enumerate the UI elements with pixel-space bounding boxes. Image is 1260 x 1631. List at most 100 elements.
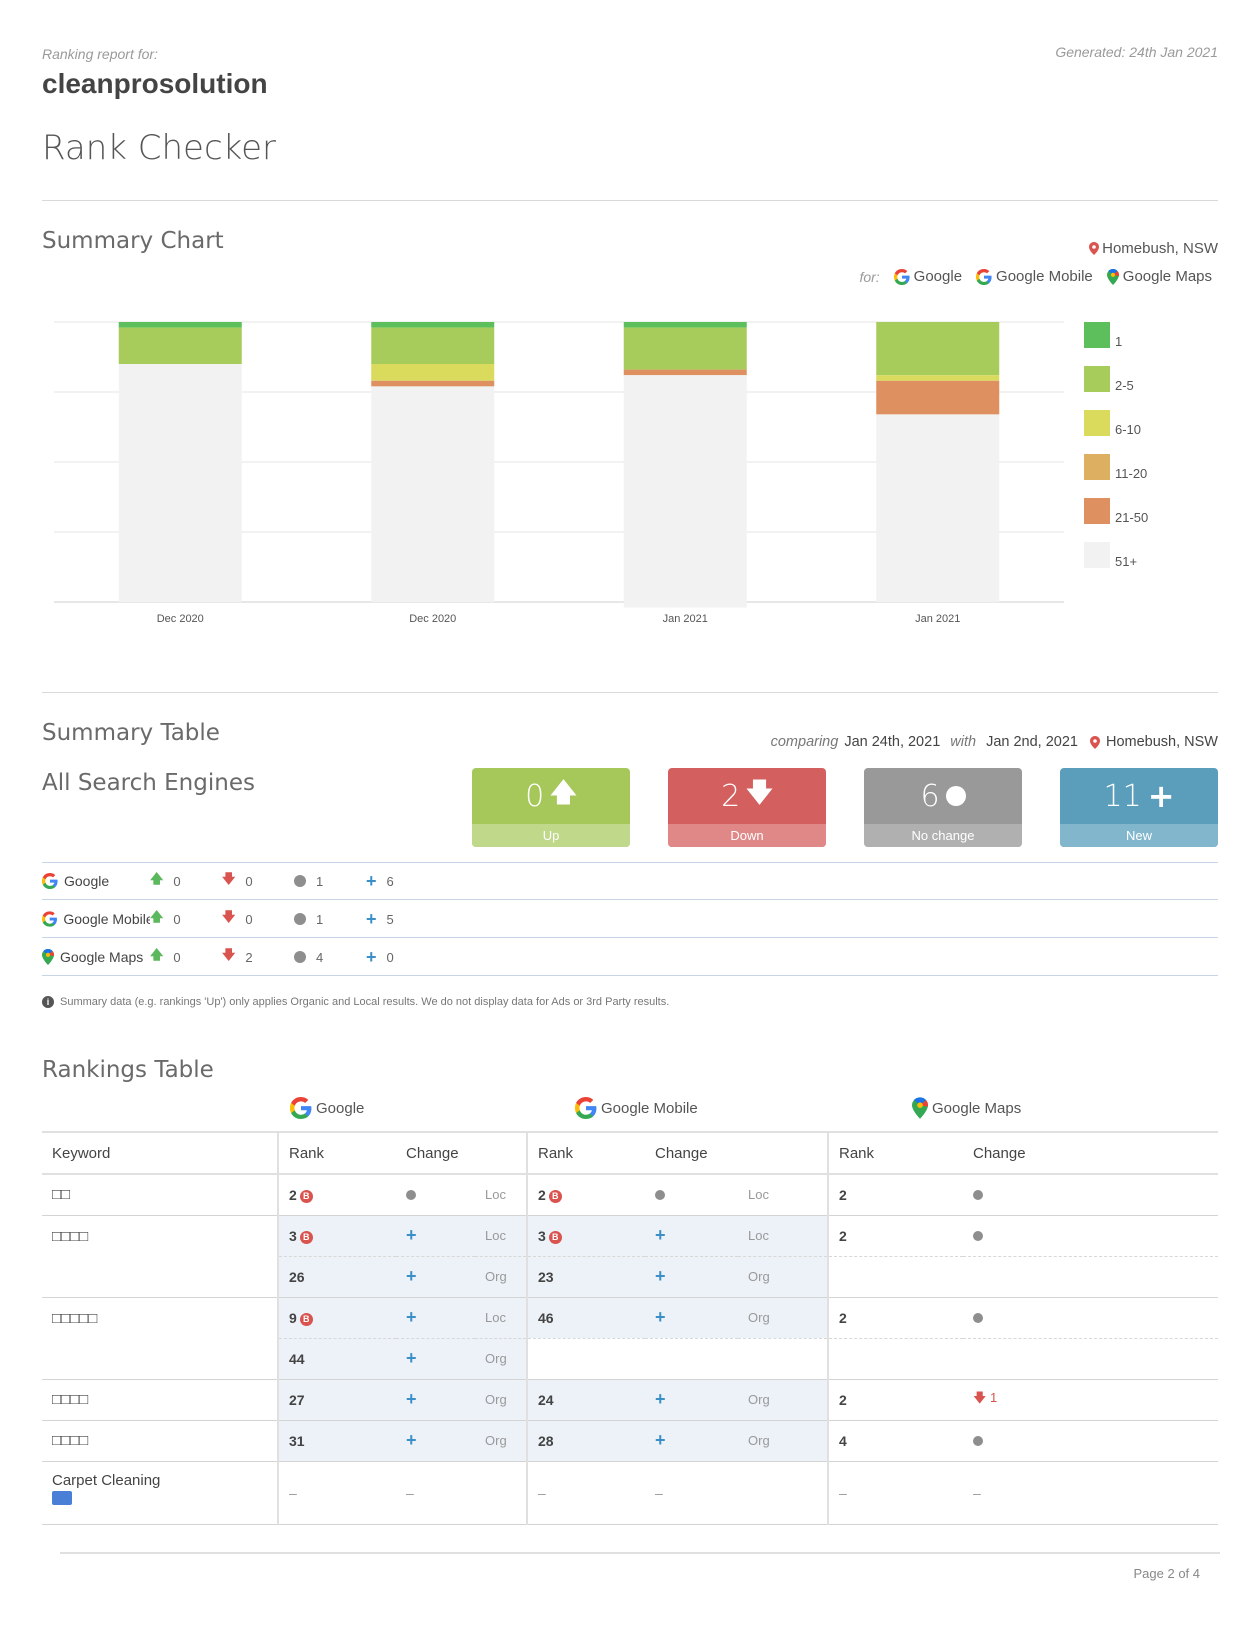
down-stat: 🡇 2 — [222, 946, 294, 968]
plus-icon: + — [1147, 777, 1175, 815]
new-count: 11 — [1103, 778, 1142, 814]
google-type — [475, 1461, 527, 1525]
mobile-change: + — [645, 1379, 738, 1421]
bar-segment-51+ — [623, 375, 747, 608]
plus-icon: + — [406, 1430, 417, 1450]
bar-segment-2-5 — [623, 327, 747, 370]
chart-location-text: Homebush, NSW — [1102, 240, 1218, 257]
mobile-type — [738, 1338, 828, 1380]
google-icon — [42, 873, 58, 889]
plus-icon: + — [406, 1225, 417, 1245]
bar-segment-1 — [623, 322, 747, 328]
google-change: + — [396, 1297, 475, 1339]
legend-swatch — [1084, 454, 1110, 480]
arrow-down-icon: 🡇 — [746, 778, 773, 808]
arrow-down-icon: 🡇 — [222, 909, 236, 924]
arrow-down-icon: 🡇 — [222, 871, 236, 886]
down-stat: 🡇 0 — [222, 870, 294, 892]
plus-icon: + — [406, 1266, 417, 1286]
generated-date: Generated: 24th Jan 2021 — [1055, 44, 1218, 60]
mobile-type: Org — [738, 1256, 828, 1298]
bar-segment-6-10 — [371, 364, 495, 381]
table-row: 44 + Org — [42, 1338, 1218, 1380]
no-change-icon — [973, 1189, 983, 1200]
bar-segment-21-50 — [623, 369, 747, 376]
plus-icon: + — [655, 1389, 666, 1409]
mobile-type — [738, 1461, 828, 1525]
mobile-rank: 46 — [526, 1297, 645, 1339]
rankings-table-title: Rankings Table — [42, 1057, 214, 1083]
maps-rank: 2 — [827, 1215, 963, 1257]
summary-chart-title: Summary Chart — [42, 228, 224, 254]
maps-change — [963, 1215, 1218, 1257]
date-to: Jan 2nd, 2021 — [986, 734, 1078, 750]
new-label: New — [1060, 824, 1218, 847]
maps-rank: 2 — [827, 1297, 963, 1339]
bar-segment-6-10 — [876, 375, 1000, 381]
bar-segment-51+ — [118, 364, 242, 602]
engine-name: Google Mobile — [42, 911, 150, 927]
for-label: for: — [859, 268, 880, 285]
mobile-change — [645, 1174, 738, 1216]
google-rank: – — [277, 1461, 396, 1525]
down-count: 2 — [721, 778, 741, 814]
plus-icon: + — [406, 1307, 417, 1327]
with-label: with — [950, 734, 977, 750]
keyword: Carpet Cleaning — [42, 1461, 278, 1525]
engine-google-maps: Google Maps — [1106, 268, 1212, 285]
google-change: + — [396, 1215, 475, 1257]
google-rank: 44 — [277, 1338, 396, 1380]
table-header-row: Keyword Rank Change Rank Change Rank Cha… — [42, 1131, 1218, 1175]
google-rank-header: Rank — [277, 1131, 396, 1175]
bar-segment-2-5 — [876, 322, 1000, 376]
b-badge-icon: B — [548, 1230, 562, 1244]
legend-label: 6-10 — [1115, 422, 1141, 437]
table-row: Carpet Cleaning – – – – – – — [42, 1461, 1218, 1525]
down-label: Down — [668, 824, 826, 847]
mobile-rank: 28 — [526, 1420, 645, 1462]
maps-rank — [827, 1338, 963, 1380]
new-stat: +6 — [366, 870, 394, 891]
google-type: Loc — [475, 1215, 527, 1257]
bar-segment-51+ — [876, 414, 1000, 602]
mobile-change: + — [645, 1297, 738, 1339]
up-stat: 🡅 0 — [150, 870, 222, 892]
plus-icon: + — [655, 1307, 666, 1327]
b-badge-icon: B — [548, 1189, 562, 1203]
keyword-header: Keyword — [42, 1131, 278, 1175]
rankings-engine-google: Google — [290, 1097, 364, 1119]
plus-icon: + — [406, 1348, 417, 1368]
bar-segment-2-5 — [371, 327, 495, 364]
legend-swatch — [1084, 498, 1110, 524]
date-from: Jan 24th, 2021 — [844, 734, 941, 750]
mobile-type: Org — [738, 1379, 828, 1421]
maps-rank: 4 — [827, 1420, 963, 1462]
mobile-rank: 23 — [526, 1256, 645, 1298]
maps-change: – — [963, 1461, 1218, 1525]
arrow-up-icon: 🡅 — [550, 778, 577, 808]
comparing-label: comparing — [770, 734, 839, 750]
google-change: + — [396, 1420, 475, 1462]
google-change: – — [396, 1461, 475, 1525]
legend-label: 2-5 — [1115, 378, 1134, 393]
mobile-change: + — [645, 1215, 738, 1257]
page-number: Page 2 of 4 — [1133, 1566, 1201, 1581]
same-stat: 1 — [294, 912, 366, 927]
no-change-icon — [294, 913, 306, 925]
no-change-summary-box: 6 No change — [864, 768, 1022, 847]
up-stat: 🡅 0 — [150, 908, 222, 930]
legend-swatch — [1084, 366, 1110, 392]
google-rank: 27 — [277, 1379, 396, 1421]
site-name: cleanprosolution — [42, 68, 268, 99]
location-pin-icon — [1089, 242, 1100, 255]
b-badge-icon: B — [299, 1189, 313, 1203]
x-tick-label: Dec 2020 — [409, 613, 456, 625]
maps-rank — [827, 1256, 963, 1298]
bar-segment-1 — [118, 322, 242, 328]
no-change-icon — [973, 1312, 983, 1323]
plus-icon: + — [655, 1430, 666, 1450]
keyword: □□□□□ — [42, 1297, 278, 1380]
keyword: □□ — [42, 1174, 278, 1216]
